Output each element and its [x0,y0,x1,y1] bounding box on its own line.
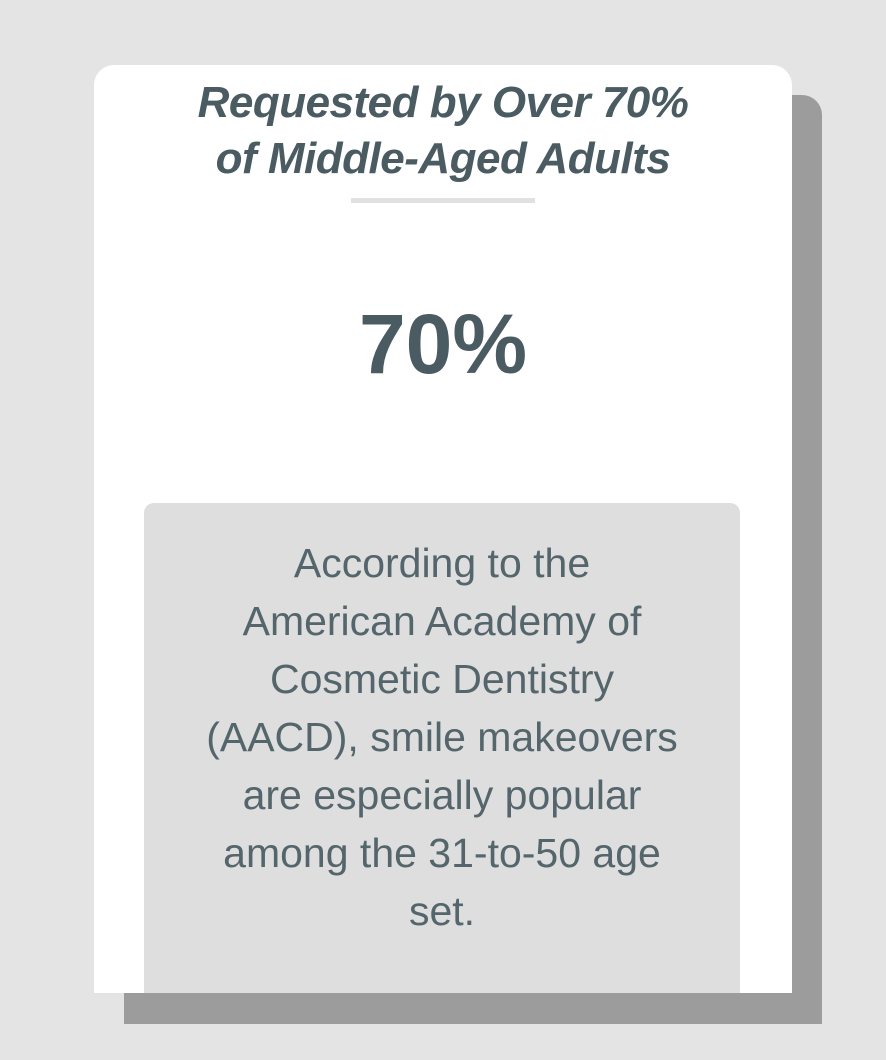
info-box: According to the American Academy of Cos… [144,503,740,993]
card-title: Requested by Over 70% of Middle-Aged Adu… [197,78,689,183]
title-divider [351,198,535,203]
stat-value: 70% [358,297,528,391]
info-text: According to the American Academy of Cos… [206,540,678,934]
stat-card: Requested by Over 70% of Middle-Aged Adu… [94,65,792,993]
